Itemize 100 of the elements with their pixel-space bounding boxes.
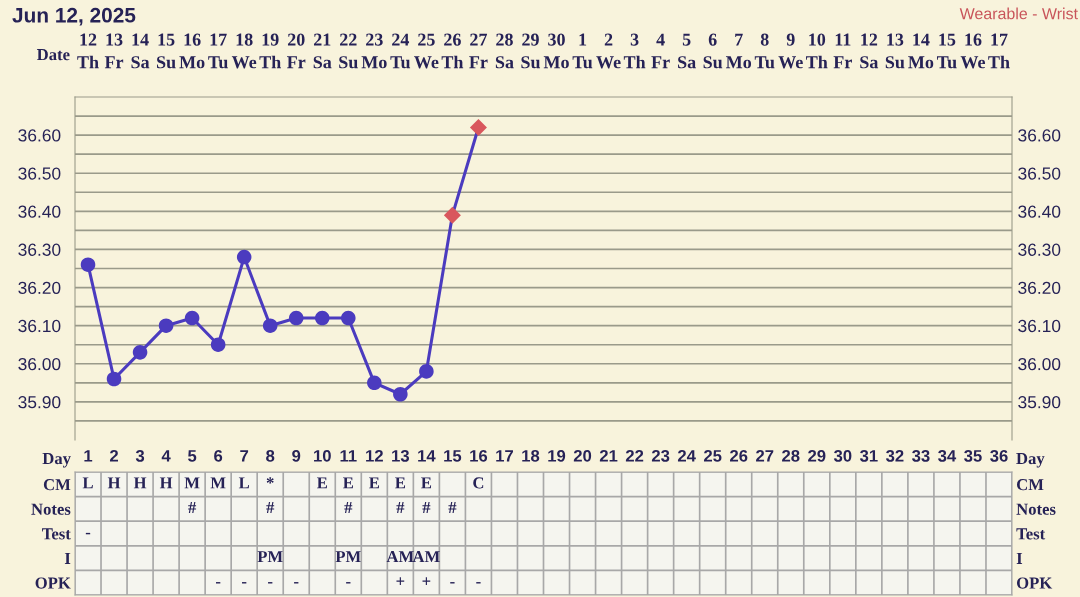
text: -	[215, 582, 221, 584]
x-tick-label: 9 We	[778, 33, 803, 69]
point	[236, 249, 252, 265]
x-tick-label: 17 Th	[988, 33, 1010, 69]
y-tick-label: 36.50	[18, 167, 61, 180]
text: PM	[335, 551, 361, 563]
text: #	[266, 501, 275, 513]
x-tick-label: 12 Th	[77, 33, 99, 69]
x-tick-label: 17 Tu	[208, 33, 228, 69]
x-tick-label: 18	[522, 449, 540, 462]
x-tick-label: 30	[833, 449, 852, 462]
x-tick-label: 24	[677, 449, 696, 462]
x-tick-label: 6	[214, 449, 223, 462]
x-tick-label: 16	[470, 449, 488, 462]
point	[314, 310, 330, 326]
y2-tick-label: 36.60	[1018, 129, 1061, 142]
x-tick-label: 25 We	[414, 33, 439, 69]
x-tick-label: 19	[548, 449, 566, 462]
x-tick-label: 8 Tu	[754, 33, 775, 69]
y-tick-label: 36.40	[18, 205, 61, 218]
point	[132, 345, 148, 360]
x-tick-label: 21 Sa	[313, 33, 332, 69]
text: -	[450, 582, 455, 584]
x-tick-label: 28	[782, 449, 800, 462]
point	[341, 310, 356, 326]
text: Wearable - Wrist	[959, 7, 1078, 20]
text: Day	[1016, 453, 1045, 468]
x-tick-label: 23 Mo	[361, 33, 387, 69]
text: H	[159, 477, 173, 489]
x-tick-label: 9	[292, 449, 301, 462]
x-tick-label: 22	[625, 449, 644, 462]
x-tick-label: 13	[392, 449, 410, 462]
text: -	[476, 582, 481, 584]
x-tick-label: 36	[990, 449, 1008, 462]
y-tick-label: I	[64, 552, 71, 564]
point	[288, 310, 304, 326]
y2-tick-label: 36.50	[1018, 167, 1061, 180]
y2-tick-label: 36.40	[1018, 205, 1061, 218]
x-tick-label: 28 Sa	[495, 33, 514, 69]
text: +	[422, 577, 431, 586]
x-tick-label: 26 Th	[441, 33, 464, 69]
x-tick-label: 5	[188, 450, 197, 462]
x-tick-label: 23	[651, 449, 670, 462]
x-tick-label: 11	[340, 450, 357, 462]
x-tick-label: 19 Th	[259, 33, 281, 69]
x-tick-label: 1 Tu	[572, 33, 593, 69]
x-tick-label: 18 We	[231, 33, 257, 69]
text: E	[421, 477, 432, 489]
x-axis-title: Day	[42, 453, 71, 468]
y2-tick-label: 36.10	[1018, 319, 1061, 333]
x-tick-label: 13 Fr	[104, 33, 124, 69]
y-tick-label: Notes	[31, 503, 71, 515]
point	[80, 257, 96, 272]
point	[393, 386, 408, 402]
point	[469, 118, 487, 136]
text: -	[294, 582, 299, 584]
text: E	[369, 477, 380, 489]
text: #	[448, 501, 457, 513]
x-tick-label: 6 Su	[703, 33, 723, 69]
y-tick-label: 35.90	[18, 396, 61, 409]
text: H	[107, 477, 121, 489]
text: #	[344, 501, 353, 513]
text: AM	[412, 551, 440, 563]
x-tick-label: 21	[599, 449, 618, 462]
x-tick-label: 16 We	[960, 33, 986, 69]
text: L	[82, 477, 93, 489]
text: M	[184, 477, 200, 489]
y2-tick-label: CM	[1016, 479, 1044, 491]
y-tick-label: 36.00	[18, 357, 61, 371]
y2-tick-label: 36.20	[1018, 281, 1061, 295]
x-tick-label: 33	[912, 449, 930, 462]
x-tick-label: 12 Sa	[860, 33, 879, 69]
text: +	[396, 577, 405, 586]
x-tick-label: 20	[573, 449, 592, 462]
y-tick-label: 36.60	[18, 129, 61, 142]
x-tick-label: 35	[964, 449, 982, 462]
text: L	[238, 477, 250, 489]
y-tick-label: 36.10	[18, 319, 61, 333]
x-tick-label: 14	[418, 450, 436, 462]
x-tick-label: 12	[366, 449, 383, 462]
y2-tick-label: Notes	[1016, 503, 1056, 515]
x-tick-label: 10 Th	[806, 33, 828, 69]
x-tick-label: 30 Mo	[543, 33, 569, 69]
y2-tick-label: 36.00	[1018, 357, 1061, 371]
x-tick-label: 24 Tu	[390, 33, 411, 69]
text: M	[210, 477, 226, 489]
text: H	[133, 477, 147, 489]
y2-tick-label: 35.90	[1018, 396, 1061, 409]
point	[443, 206, 461, 224]
text: #	[188, 501, 197, 513]
x-tick-label: 4 Fr	[651, 33, 670, 69]
y2-tick-label: I	[1016, 552, 1023, 564]
x-tick-label: 17	[496, 450, 513, 462]
x-tick-label: 10	[314, 449, 331, 462]
y-tick-label: 36.20	[18, 281, 61, 295]
text: *	[266, 477, 274, 484]
x-tick-label: 13 Su	[885, 33, 905, 69]
x-tick-label: 26	[730, 449, 748, 462]
x-tick-label: 7 Mo	[725, 33, 752, 69]
x-tick-label: 3	[135, 449, 145, 462]
